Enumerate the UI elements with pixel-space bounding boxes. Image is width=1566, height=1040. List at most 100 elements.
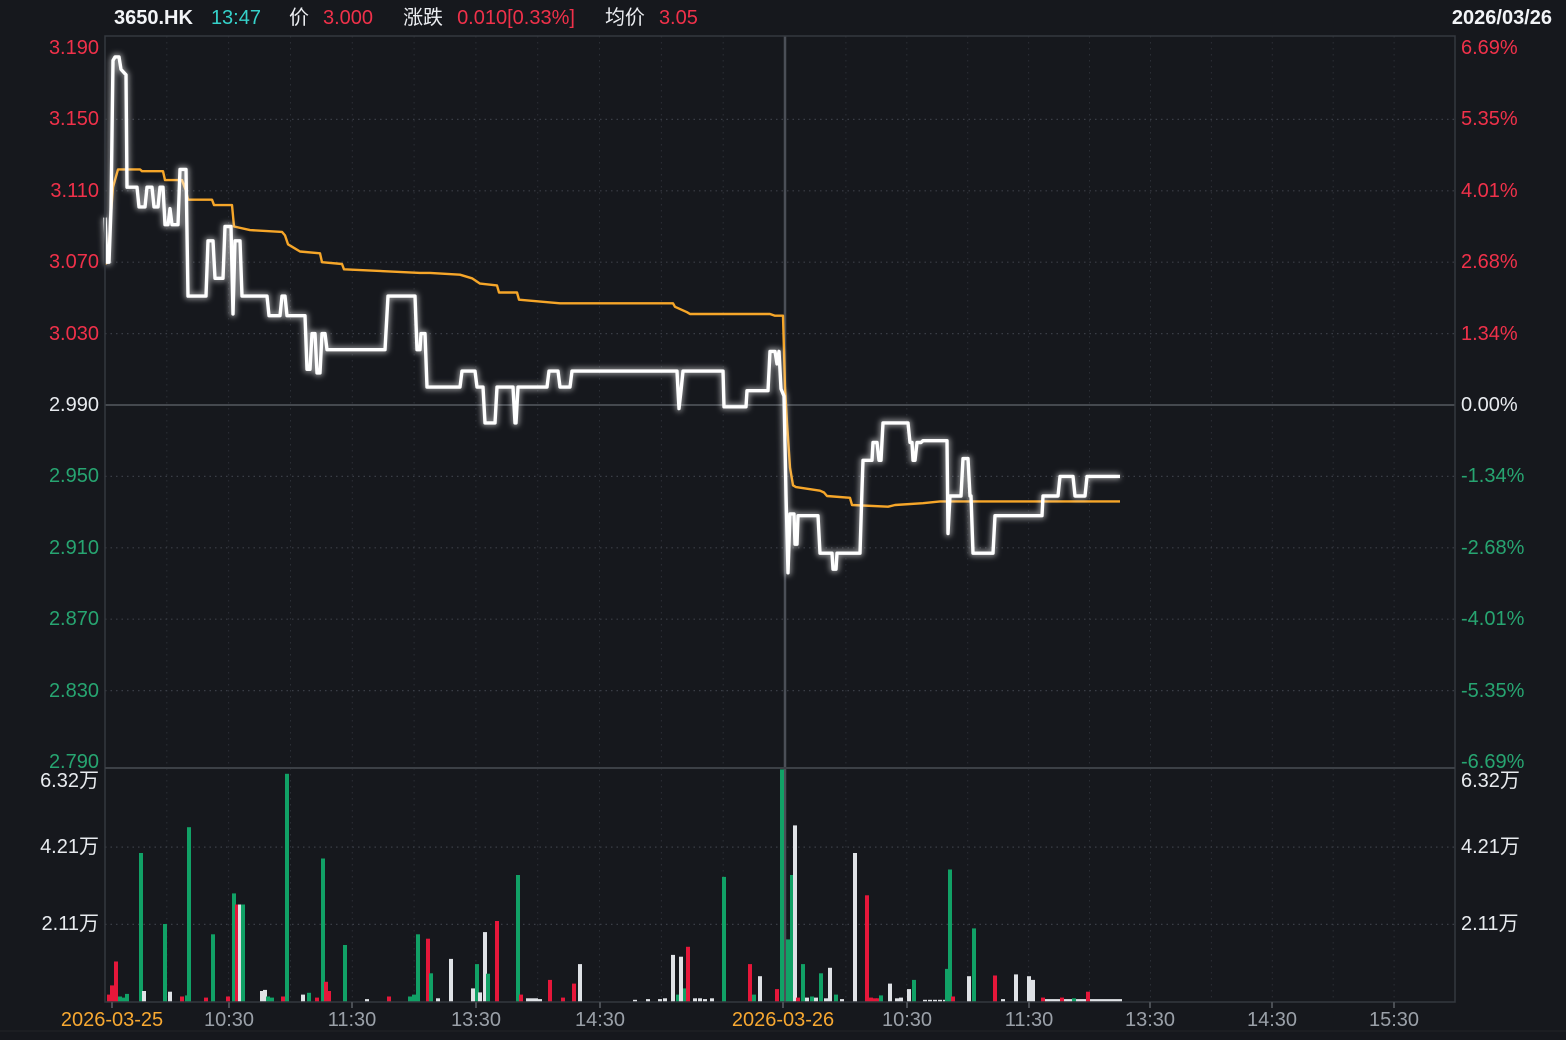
volume-bar (1098, 999, 1102, 1002)
volume-bar (578, 964, 582, 1002)
volume-bar (519, 994, 523, 1002)
volume-bar (810, 996, 814, 1002)
volume-bar (993, 975, 997, 1002)
percent-tick-label: -4.01% (1461, 608, 1525, 631)
quote-date: 2026/03/26 (1451, 7, 1552, 29)
price-tick-label: 3.070 (48, 251, 99, 274)
percent-tick-label: 2.68% (1461, 251, 1518, 274)
volume-bar (748, 964, 752, 1002)
volume-bar (945, 968, 949, 1002)
stock-symbol: 3650.HK (114, 7, 193, 29)
volume-bar (967, 976, 971, 1002)
volume-bar (315, 997, 319, 1002)
volume-bar (876, 998, 880, 1002)
quote-time: 13:47 (210, 7, 261, 29)
volume-bar (1045, 999, 1049, 1002)
volume-bar (790, 875, 794, 1002)
volume-bar (663, 998, 667, 1002)
volume-bar (449, 958, 453, 1002)
volume-bar (786, 939, 790, 1002)
volume-bar (1027, 976, 1031, 1002)
volume-bar (899, 997, 903, 1002)
volume-bar (923, 999, 927, 1002)
volume-tick-label: 4.21万 (1461, 836, 1520, 859)
volume-bar (693, 998, 697, 1002)
volume-bar (478, 992, 482, 1002)
percent-tick-label: 0.00% (1461, 394, 1518, 416)
volume-bar (1094, 999, 1098, 1002)
volume-bar (865, 895, 869, 1002)
volume-bar (1068, 999, 1072, 1002)
price-line (103, 55, 1120, 575)
volume-bar (572, 983, 576, 1002)
volume-bar (1080, 999, 1084, 1002)
percent-tick-label: -5.35% (1461, 679, 1525, 702)
volume-bar (180, 996, 184, 1002)
volume-bar (814, 997, 818, 1002)
volume-bar (285, 773, 289, 1002)
price-line-glow (101, 53, 1120, 577)
volume-bar (658, 999, 662, 1002)
volume-bar (1053, 999, 1057, 1002)
volume-bar (793, 825, 797, 1002)
volume-bar (873, 998, 877, 1002)
volume-bar (780, 769, 784, 1002)
volume-bar (526, 998, 530, 1002)
volume-bar (646, 999, 650, 1002)
volume-bar (125, 993, 129, 1002)
volume-bar (683, 988, 687, 1002)
volume-bar (801, 964, 805, 1002)
volume-bar (1049, 999, 1053, 1002)
change-value: 0.010[0.33%] (457, 7, 575, 29)
volume-bar (238, 904, 242, 1002)
date-tick-label: 2026-03-26 (731, 1009, 835, 1031)
volume-bar (260, 991, 264, 1002)
volume-bar (321, 858, 325, 1002)
volume-bar (416, 934, 420, 1002)
percent-tick-label: 6.69% (1461, 37, 1518, 59)
volume-bar (343, 945, 347, 1002)
volume-bar (365, 999, 369, 1002)
price-tick-label: 2.950 (48, 465, 99, 488)
volume-bar (722, 876, 726, 1002)
volume-bar (118, 996, 122, 1002)
price-tick-label: 2.910 (48, 536, 99, 559)
volume-bar (168, 991, 172, 1002)
price-tick-label: 3.190 (48, 37, 99, 59)
last-price-value: 3.000 (323, 7, 374, 29)
volume-bar (281, 996, 285, 1002)
volume-bar (933, 999, 937, 1002)
volume-bar (426, 938, 430, 1002)
volume-bar (429, 973, 433, 1002)
volume-bar (1014, 974, 1018, 1002)
volume-bar (1106, 999, 1110, 1002)
volume-bar (703, 999, 707, 1002)
volume-bar (824, 998, 828, 1002)
volume-bar (241, 904, 245, 1002)
quote-header: 3650.HK 13:47 价 3.000 涨跌 0.010[0.33%] 均价… (0, 0, 1566, 36)
volume-bar (888, 983, 892, 1002)
price-tick-label: 3.030 (48, 322, 99, 345)
volume-bar (928, 999, 932, 1002)
price-tick-label: 3.150 (48, 108, 99, 131)
volume-bar (139, 853, 143, 1002)
volume-bar (1102, 999, 1106, 1002)
volume-bar (633, 999, 637, 1002)
volume-bar (534, 998, 538, 1002)
volume-bar (107, 994, 111, 1002)
price-tick-label: 2.830 (48, 679, 99, 702)
volume-bar (676, 994, 680, 1002)
volume-bar (483, 932, 487, 1002)
volume-bar (475, 964, 479, 1002)
percent-tick-label: -6.69% (1461, 751, 1525, 773)
volume-bar (853, 853, 857, 1002)
volume-bar (1041, 997, 1045, 1002)
time-tick-label: 13:30 (450, 1009, 502, 1031)
volume-bar (907, 989, 911, 1002)
volume-bar (828, 967, 832, 1002)
avg-price-label: 均价 (604, 7, 645, 29)
price-tick-label: 2.870 (48, 608, 99, 631)
time-tick-label: 10:30 (203, 1009, 255, 1031)
